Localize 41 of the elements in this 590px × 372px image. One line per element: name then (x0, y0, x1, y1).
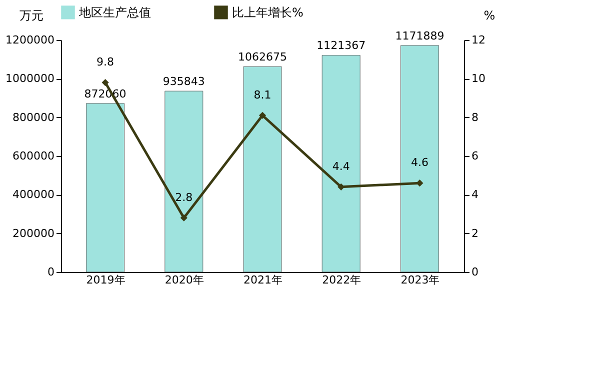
bar (243, 66, 282, 272)
bar (322, 54, 360, 272)
legend-label: 地区生产总值 (78, 5, 151, 20)
bar (86, 103, 125, 272)
point (102, 78, 109, 86)
data-label: 1121367 (316, 39, 366, 52)
x-tick-label: 2023年 (400, 274, 440, 286)
data-label: 935843 (162, 75, 205, 88)
data-label: 1171889 (395, 29, 444, 42)
y-tick-label: 800000 (12, 110, 54, 124)
data-label: 2.8 (175, 190, 193, 204)
point (258, 112, 266, 119)
y2-tick-label: 8 (472, 110, 478, 124)
y-tick-label: 0 (48, 266, 54, 278)
y2-tick-label: 4 (472, 188, 478, 202)
data-label: 4.4 (332, 160, 350, 173)
data-label: 4.6 (410, 156, 428, 170)
x-tick-label: 2022年 (322, 274, 362, 286)
y2-tick-label: 12 (472, 34, 486, 46)
x-tick-label: 2020年 (164, 274, 204, 286)
x-tick-label: 2019年 (86, 274, 126, 286)
y2-tick-label: 0 (472, 266, 478, 278)
y-tick-label: 400000 (12, 188, 54, 202)
legend-label: 比上年增长% (232, 5, 304, 20)
y2-tick-label: 10 (472, 72, 486, 86)
bar (400, 45, 439, 272)
point (416, 180, 424, 187)
y-tick-label: 600000 (12, 150, 54, 162)
y-tick-label: 1000000 (6, 72, 54, 86)
data-label: 8.1 (254, 88, 272, 102)
y-tick-label: 200000 (12, 226, 54, 240)
data-label: 9.8 (96, 56, 114, 69)
y2-axis-title: % (484, 8, 496, 22)
bar (164, 90, 204, 272)
data-label: 1062675 (238, 50, 287, 64)
y-tick-label: 1200000 (6, 34, 54, 46)
y2-tick-label: 2 (472, 226, 478, 240)
x-tick-label: 2021年 (244, 274, 282, 286)
y-axis-title: 万元 (20, 8, 44, 22)
point (180, 214, 188, 222)
y2-tick-label: 6 (472, 150, 478, 162)
